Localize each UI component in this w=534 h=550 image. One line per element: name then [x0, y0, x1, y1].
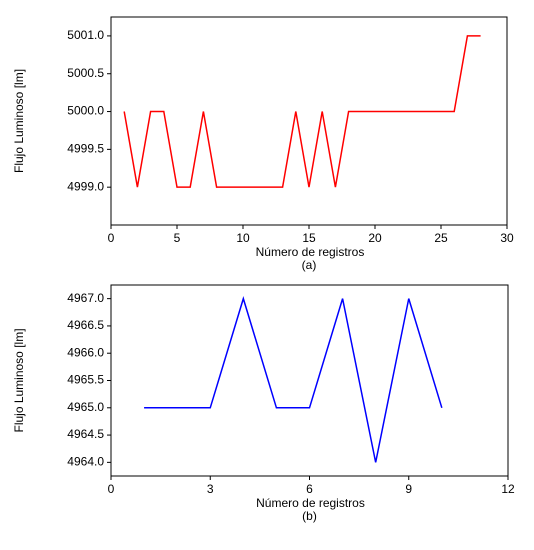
- x-tick-label: 0: [108, 482, 115, 496]
- y-tick-label: 4964.0: [67, 455, 104, 469]
- x-tick-label: 12: [501, 482, 515, 496]
- y-tick-label: 4999.5: [67, 142, 104, 156]
- x-tick-label: 10: [236, 231, 250, 245]
- x-tick-label: 5: [174, 231, 181, 245]
- data-line: [123, 35, 481, 188]
- plot-frame: [110, 284, 509, 477]
- y-tick-label: 4965.0: [67, 400, 104, 414]
- x-tick-label: 30: [500, 231, 514, 245]
- caption: (b): [302, 509, 317, 523]
- y-tick-label: 4966.0: [67, 345, 104, 359]
- y-tick-label: 5000.5: [67, 66, 104, 80]
- x-tick-label: 6: [306, 482, 313, 496]
- data-line: [144, 296, 443, 463]
- x-tick-label: 25: [434, 231, 448, 245]
- x-tick-label: 0: [108, 231, 115, 245]
- y-tick-label: 4967.0: [67, 291, 104, 305]
- y-tick-label: 5001.0: [67, 28, 104, 42]
- y-tick-label: 4966.5: [67, 318, 104, 332]
- x-tick-label: 9: [405, 482, 412, 496]
- y-tick-label: 5000.0: [67, 104, 104, 118]
- x-tick-label: 20: [368, 231, 382, 245]
- x-tick-label: 3: [207, 482, 214, 496]
- x-axis-label: Número de registros: [256, 496, 365, 510]
- x-axis-label: Número de registros: [256, 245, 365, 259]
- caption: (a): [302, 258, 317, 272]
- y-tick-label: 4965.5: [67, 373, 104, 387]
- plot-frame: [110, 16, 508, 226]
- x-tick-label: 15: [302, 231, 316, 245]
- y-tick-label: 4964.5: [67, 427, 104, 441]
- y-axis-label: Flujo Luminoso [lm]: [12, 69, 26, 173]
- y-axis-label: Flujo Luminoso [lm]: [12, 328, 26, 432]
- y-tick-label: 4999.0: [67, 179, 104, 193]
